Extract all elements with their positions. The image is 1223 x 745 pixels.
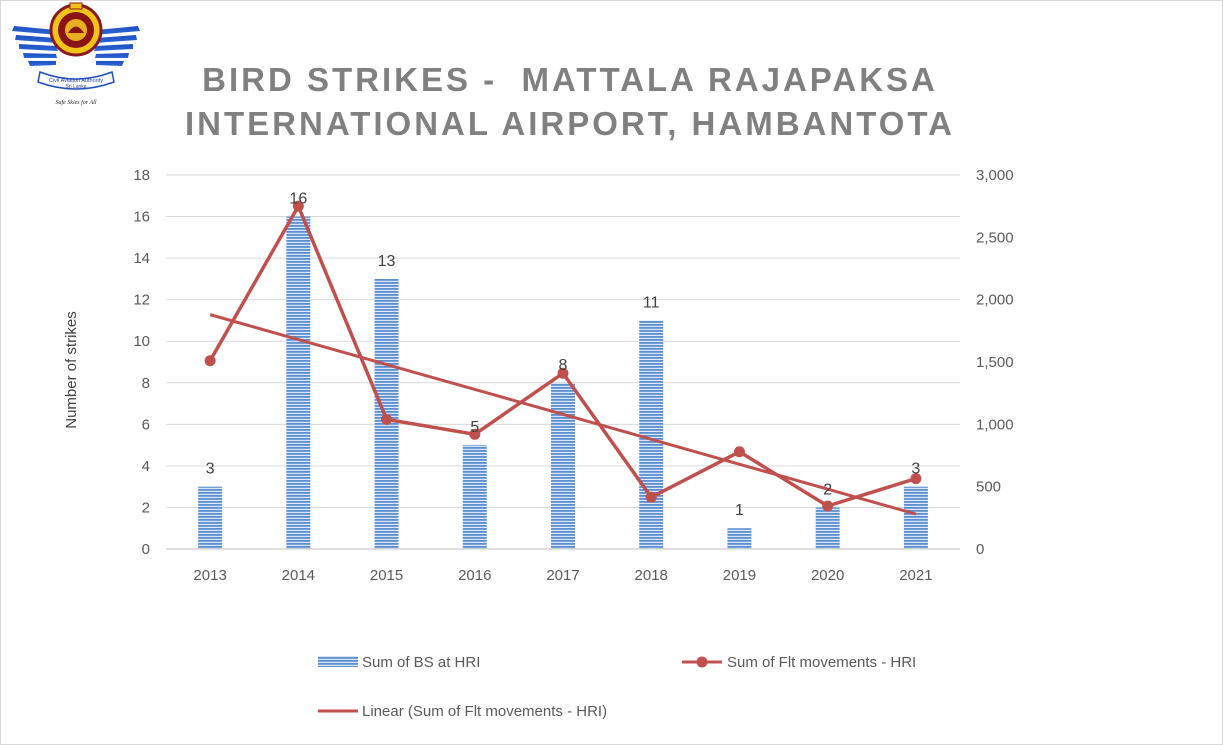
bar	[639, 320, 664, 549]
legend-label-bars: Sum of BS at HRI	[362, 654, 480, 671]
flight-movements-marker	[910, 473, 922, 485]
bar-data-label: 13	[378, 253, 396, 270]
x-tick-label: 2016	[458, 567, 491, 584]
y-tick-label: 8	[142, 375, 150, 392]
bar-data-label: 3	[911, 461, 920, 478]
legend	[318, 656, 722, 713]
x-tick-label: 2018	[635, 567, 668, 584]
flight-movements-marker	[733, 446, 745, 458]
legend-swatch-bars	[318, 656, 358, 667]
bar-data-label: 16	[289, 191, 307, 208]
bar	[815, 507, 840, 549]
y-tick-label: 12	[133, 292, 150, 309]
x-tick-label: 2019	[723, 567, 756, 584]
flight-movements-marker	[557, 367, 569, 379]
y-tick-label: 0	[142, 541, 150, 558]
caasl-logo: Civil Aviation Authority Sri Lanka Safe …	[12, 2, 140, 106]
flight-movements-marker	[292, 200, 304, 212]
y2-tick-label: 3,000	[976, 167, 1014, 184]
y-tick-label: 18	[133, 167, 150, 184]
chart-title-line-1: BIRD STRIKES - MATTALA RAJAPAKSA	[202, 61, 938, 98]
y-axis-title: Number of strikes	[63, 311, 80, 429]
logo-tagline: Safe Skies for All	[55, 99, 96, 106]
bar	[286, 216, 311, 550]
y2-tick-label: 500	[976, 479, 1001, 496]
flight-movements-marker	[469, 428, 481, 440]
bar	[551, 382, 575, 549]
logo-org-line2: Sri Lanka	[65, 84, 86, 90]
y2-tick-label: 1,000	[976, 416, 1014, 433]
bar	[198, 486, 223, 549]
y-tick-label: 14	[133, 250, 150, 267]
y-tick-label: 10	[133, 333, 150, 350]
x-tick-label: 2017	[546, 567, 579, 584]
legend-label-trend: Linear (Sum of Flt movements - HRI)	[362, 703, 607, 720]
flight-movements-marker	[822, 500, 834, 512]
flight-movements-marker	[381, 413, 393, 425]
legend-swatch-marker	[696, 656, 708, 668]
flight-movements-marker	[645, 491, 657, 503]
bar-data-label: 3	[206, 461, 215, 478]
y-tick-label: 4	[142, 458, 150, 475]
logo-org-line1: Civil Aviation Authority	[49, 78, 103, 84]
y2-tick-label: 0	[976, 541, 984, 558]
x-tick-label: 2020	[811, 567, 844, 584]
y2-tick-label: 2,000	[976, 292, 1014, 309]
bar-data-label: 5	[470, 419, 479, 436]
bar-data-label: 11	[643, 294, 660, 311]
x-tick-label: 2021	[899, 567, 932, 584]
chart-title-line-2: INTERNATIONAL AIRPORT, HAMBANTOTA	[185, 105, 955, 142]
legend-label-line: Sum of Flt movements - HRI	[727, 654, 916, 671]
flight-movements-marker	[204, 355, 216, 367]
y-tick-label: 6	[142, 416, 150, 433]
bar-data-label: 8	[559, 357, 568, 374]
x-tick-label: 2013	[193, 567, 226, 584]
bar	[727, 528, 752, 549]
x-tick-label: 2014	[282, 567, 315, 584]
y2-tick-label: 1,500	[976, 354, 1014, 371]
chart-title: BIRD STRIKES - MATTALA RAJAPAKSA INTERNA…	[140, 58, 1000, 146]
y-tick-label: 2	[142, 499, 150, 516]
y2-tick-label: 2,500	[976, 229, 1014, 246]
bar	[903, 486, 928, 549]
bar	[462, 445, 487, 549]
x-tick-label: 2015	[370, 567, 403, 584]
y-tick-label: 16	[133, 209, 150, 226]
bar-data-label: 2	[823, 481, 832, 498]
bar-data-label: 1	[735, 502, 744, 519]
trendline	[209, 313, 917, 516]
